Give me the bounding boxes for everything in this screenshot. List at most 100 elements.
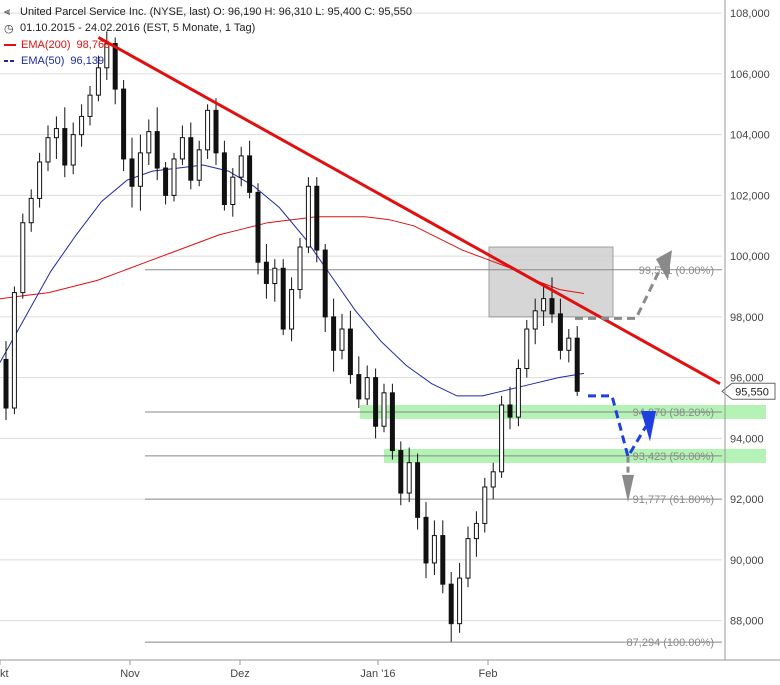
ema50-line (0, 164, 585, 397)
candle-body (70, 134, 76, 166)
last-price-label: 95,550 (735, 386, 769, 398)
candle-body (3, 358, 9, 409)
candle-body (221, 152, 227, 206)
candle-body (499, 404, 505, 473)
candle-body (129, 158, 135, 187)
x-tick-label: Nov (120, 668, 140, 680)
y-tick-label: 88,000 (730, 616, 764, 628)
candle-body (347, 328, 353, 376)
candle-body (20, 222, 26, 294)
candle-body (507, 404, 513, 418)
downside-arrow-head (622, 474, 634, 503)
candle-body (28, 197, 34, 224)
y-tick-label: 96,000 (730, 373, 764, 385)
candle-body (179, 137, 185, 160)
candle-body (473, 522, 479, 540)
legend-ema50[interactable]: EMA(50) 96,139 (4, 53, 104, 69)
candle-body (45, 137, 51, 163)
candle-body (398, 450, 404, 494)
downtrend-line (97, 36, 721, 386)
candle-body (11, 292, 17, 409)
y-tick-label: 94,000 (730, 433, 764, 445)
candle-body (87, 94, 93, 117)
candle-body (112, 43, 118, 90)
y-tick-label: 100,000 (730, 251, 770, 263)
clock-icon: ◷ (4, 22, 14, 35)
candle-body (247, 155, 253, 193)
legend-swatch-ema50 (4, 60, 16, 62)
candle-body (524, 328, 530, 370)
candle-body (482, 486, 488, 524)
candle-body (37, 161, 43, 199)
candle-body (196, 149, 202, 181)
x-tick-label: kt (0, 668, 9, 680)
candle-body (263, 261, 269, 284)
pullback-arrow-head (641, 411, 656, 442)
y-tick-label: 102,000 (730, 190, 770, 202)
fib-level-label: 99,551 (0.00%) (639, 265, 714, 277)
x-tick-label: Feb (479, 668, 498, 680)
header-row-quote: ⫷ United Parcel Service Inc. (NYSE, last… (4, 4, 412, 20)
analysis-overlays: 95,550 (97, 36, 776, 503)
legend-name-ema50: EMA(50) (21, 55, 65, 67)
candle-body (356, 374, 362, 400)
breakout-arrow-path (575, 264, 664, 320)
x-tick-label: Jan '16 (360, 668, 395, 680)
y-tick-label: 108,000 (730, 8, 770, 20)
candle-body (490, 471, 496, 488)
candle-body (79, 115, 85, 136)
legend-swatch-ema200 (4, 44, 16, 46)
ema200-line (0, 216, 585, 300)
candle-body (255, 191, 261, 263)
x-tick-label: Dez (230, 668, 250, 680)
candle-body (188, 137, 194, 181)
y-tick-label: 106,000 (730, 69, 770, 81)
candle-body (230, 176, 236, 206)
candle-body (406, 462, 412, 494)
candle-body (205, 109, 211, 151)
candle-body (364, 377, 370, 400)
ema-lines (0, 164, 585, 397)
candle-body (154, 131, 160, 169)
breakout-arrow-head (656, 250, 672, 281)
candle-body (280, 267, 286, 330)
candle-body (272, 267, 278, 284)
y-tick-label: 90,000 (730, 555, 764, 567)
candle-body (121, 88, 127, 160)
legend-ema200[interactable]: EMA(200) 98,769 (4, 37, 110, 53)
y-tick-label: 92,000 (730, 494, 764, 506)
candle-body (381, 392, 387, 427)
candle-body (289, 289, 295, 330)
candle-body (423, 516, 429, 564)
candle-body (331, 316, 337, 351)
candle-body (213, 109, 219, 154)
candle-body (515, 368, 521, 418)
candle-body (557, 313, 563, 351)
y-tick-label: 98,000 (730, 312, 764, 324)
candle-body (431, 535, 437, 564)
header-quote-text: United Parcel Service Inc. (NYSE, last) … (20, 6, 412, 18)
candle-body (415, 462, 421, 518)
candle-body (574, 337, 580, 392)
candle-body (163, 167, 169, 196)
last-price-box (721, 382, 776, 400)
candle-body (95, 67, 101, 96)
y-tick-label: 104,000 (730, 130, 770, 142)
pullback-arrow-path (588, 394, 648, 461)
header-row-period: ◷ 01.10.2015 - 24.02.2016 (EST, 5 Monate… (4, 20, 255, 36)
candle-body (448, 583, 454, 625)
candle-body (297, 246, 303, 291)
fib-level-label: 91,777 (61.80%) (633, 494, 714, 506)
candle-body (457, 577, 463, 625)
candle-body (305, 185, 311, 248)
candle-body (532, 310, 538, 330)
fib-level-label: 93,423 (50.00%) (633, 451, 714, 463)
legend-name-ema200: EMA(200) (21, 39, 71, 51)
candle-body (53, 128, 59, 139)
candle-body (146, 131, 152, 154)
candle-body (322, 249, 328, 318)
fib-level-label: 87,294 (100.00%) (627, 637, 714, 649)
